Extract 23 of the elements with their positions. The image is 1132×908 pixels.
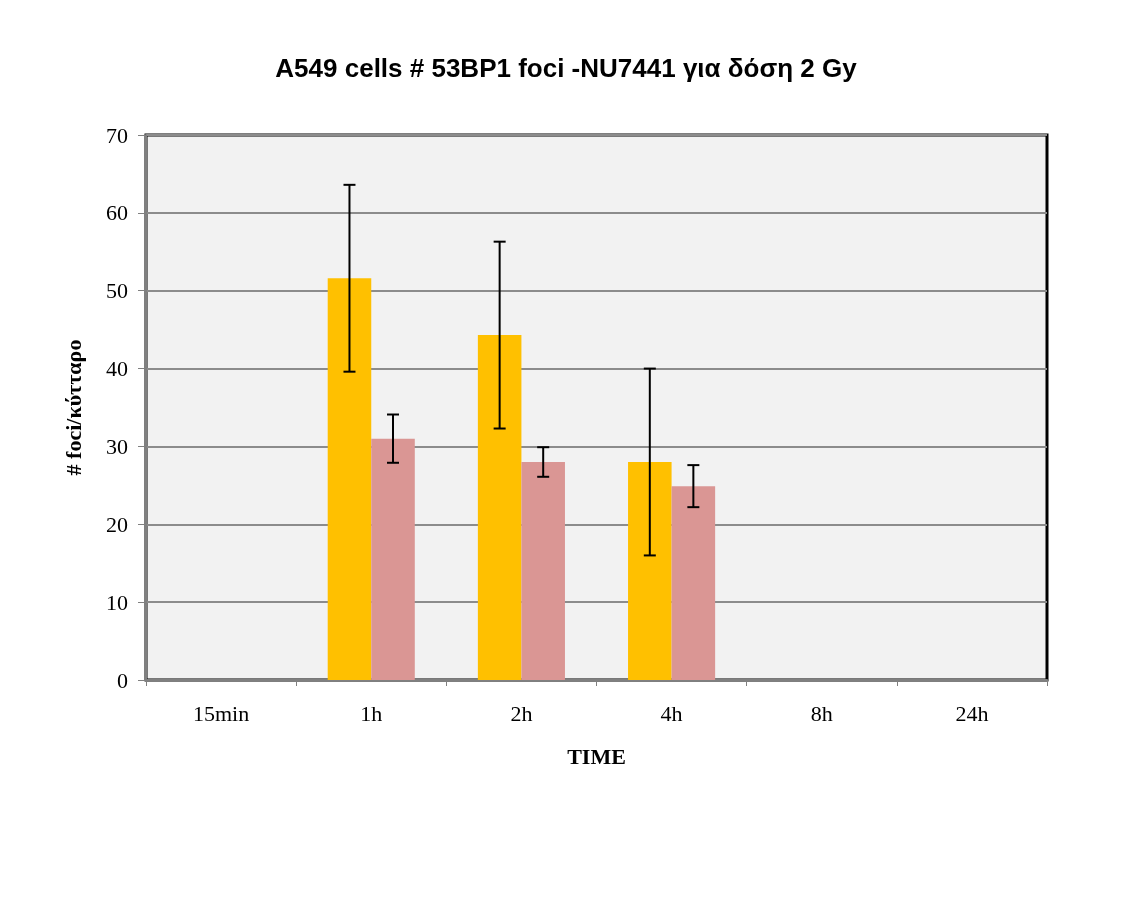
bar — [521, 462, 565, 680]
x-tick-label: 15min — [192, 700, 250, 726]
y-tick-label: 0 — [117, 667, 128, 693]
x-tick-label: 24h — [955, 700, 989, 726]
bar — [671, 486, 716, 680]
bar — [477, 335, 522, 680]
y-tick-label: 30 — [106, 433, 128, 459]
bar — [371, 438, 415, 680]
x-tick-label: 8h — [810, 700, 833, 726]
x-tick-label: 1h — [360, 700, 383, 726]
y-tick-label: 20 — [106, 511, 128, 537]
y-axis-title: # foci/κύτταρο — [60, 339, 86, 476]
x-tick-label: 4h — [660, 700, 683, 726]
y-tick-label: 10 — [106, 589, 128, 615]
y-tick-label: 50 — [106, 278, 128, 304]
bar — [628, 462, 672, 680]
x-tick-label: 2h — [510, 700, 533, 726]
x-axis-title: TIME — [567, 743, 626, 769]
y-tick-label: 70 — [106, 122, 128, 148]
y-tick-label: 40 — [106, 356, 128, 382]
y-tick-label: 60 — [106, 200, 128, 226]
bar — [327, 278, 372, 680]
chart-title: A549 cells # 53BP1 foci -NU7441 για δόση 2 Gy — [275, 53, 858, 83]
